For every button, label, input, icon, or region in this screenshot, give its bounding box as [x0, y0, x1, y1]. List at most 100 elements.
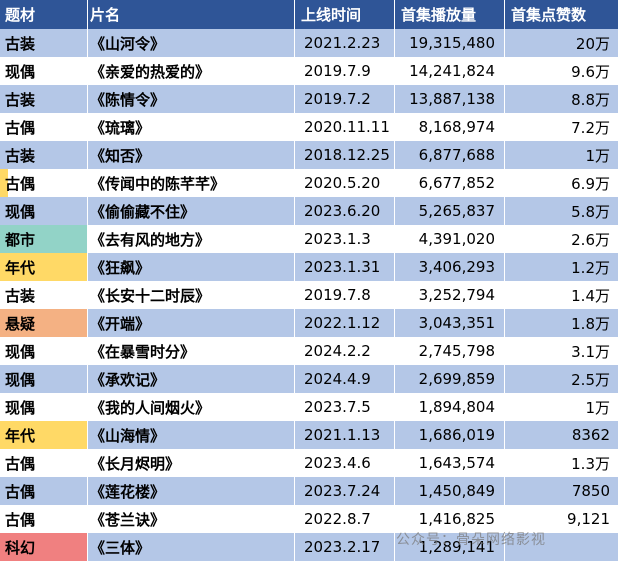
title-cell: 《莲花楼》: [88, 477, 295, 505]
column-header-title: 片名: [88, 0, 295, 29]
column-header-genre: 题材: [0, 0, 88, 29]
likes-cell: 5.8万: [505, 197, 618, 225]
plays-cell: 6,877,688: [395, 141, 505, 169]
title-value: 《偷偷藏不住》: [90, 202, 196, 221]
title-value: 《知否》: [90, 146, 151, 165]
likes-cell: 7850: [505, 477, 618, 505]
plays-cell: 6,677,852: [395, 169, 505, 197]
likes-value: 1万: [585, 398, 610, 417]
genre-cell: 现偶: [0, 365, 88, 393]
table-header-row: 题材 片名 上线时间 首集播放量 首集点赞数: [0, 0, 618, 29]
title-value: 《长安十二时辰》: [90, 286, 211, 305]
title-cell: 《传闻中的陈芊芊》: [88, 169, 295, 197]
table-row: 古装 《山河令》 2021.2.23 19,315,480 20万: [0, 29, 618, 57]
genre-cell: 古偶: [0, 169, 88, 197]
genre-cell: 现偶: [0, 393, 88, 421]
table-row: 古偶 《莲花楼》 2023.7.24 1,450,849 7850: [0, 477, 618, 505]
likes-cell: 1.8万: [505, 309, 618, 337]
genre-value: 古偶: [5, 118, 36, 137]
title-value: 《去有风的地方》: [90, 230, 211, 249]
title-value: 《苍兰诀》: [90, 510, 166, 529]
plays-value: 6,677,852: [418, 174, 495, 192]
plays-cell: 13,887,138: [395, 85, 505, 113]
date-cell: 2020.11.11: [295, 113, 395, 141]
genre-cell: 古偶: [0, 113, 88, 141]
date-value: 2019.7.8: [304, 286, 371, 304]
genre-value: 古装: [5, 146, 36, 165]
title-cell: 《山河令》: [88, 29, 295, 57]
likes-value: 7.2万: [571, 118, 610, 137]
table-row: 古偶 《苍兰诀》 2022.8.7 1,416,825 9,121: [0, 505, 618, 533]
plays-cell: 1,416,825: [395, 505, 505, 533]
genre-cell: 悬疑: [0, 309, 88, 337]
likes-value: 1.3万: [571, 454, 610, 473]
genre-value: 古偶: [5, 482, 36, 501]
column-header-first-episode-likes: 首集点赞数: [505, 0, 618, 29]
plays-value: 1,450,849: [418, 482, 495, 500]
plays-value: 5,265,837: [418, 202, 495, 220]
title-cell: 《开端》: [88, 309, 295, 337]
table-row: 现偶 《在暴雪时分》 2024.2.2 2,745,798 3.1万: [0, 337, 618, 365]
date-value: 2022.8.7: [304, 510, 371, 528]
genre-highlight-stripe: [0, 169, 8, 197]
title-value: 《莲花楼》: [90, 482, 166, 501]
date-value: 2021.2.23: [304, 34, 381, 52]
likes-cell: 8362: [505, 421, 618, 449]
column-header-launch-date-label: 上线时间: [301, 6, 362, 24]
date-cell: 2020.5.20: [295, 169, 395, 197]
genre-cell: 都市: [0, 225, 88, 253]
genre-value: 古偶: [5, 174, 36, 193]
genre-cell: 科幻: [0, 533, 88, 561]
date-value: 2023.1.3: [304, 230, 371, 248]
likes-cell: 2.5万: [505, 365, 618, 393]
genre-cell: 年代: [0, 421, 88, 449]
date-cell: 2024.4.9: [295, 365, 395, 393]
plays-value: 8,168,974: [418, 118, 495, 136]
likes-value: 3.1万: [571, 342, 610, 361]
genre-value: 古装: [5, 34, 36, 53]
date-cell: 2022.8.7: [295, 505, 395, 533]
date-cell: 2023.7.5: [295, 393, 395, 421]
plays-value: 1,686,019: [418, 426, 495, 444]
plays-cell: 19,315,480: [395, 29, 505, 57]
plays-cell: 2,699,859: [395, 365, 505, 393]
title-value: 《山海情》: [90, 426, 166, 445]
likes-value: 2.6万: [571, 230, 610, 249]
plays-cell: 8,168,974: [395, 113, 505, 141]
date-cell: 2023.1.3: [295, 225, 395, 253]
genre-cell: 现偶: [0, 197, 88, 225]
plays-value: 3,252,794: [418, 286, 495, 304]
plays-value: 2,745,798: [418, 342, 495, 360]
plays-cell: 3,406,293: [395, 253, 505, 281]
column-header-genre-label: 题材: [5, 6, 36, 24]
title-cell: 《苍兰诀》: [88, 505, 295, 533]
plays-cell: 1,686,019: [395, 421, 505, 449]
date-value: 2024.2.2: [304, 342, 371, 360]
title-cell: 《我的人间烟火》: [88, 393, 295, 421]
genre-value: 现偶: [5, 342, 36, 361]
column-header-first-episode-likes-label: 首集点赞数: [511, 6, 587, 24]
column-header-title-label: 片名: [90, 6, 121, 24]
date-cell: 2019.7.8: [295, 281, 395, 309]
likes-cell: 7.2万: [505, 113, 618, 141]
table-row: 古偶 《传闻中的陈芊芊》 2020.5.20 6,677,852 6.9万: [0, 169, 618, 197]
genre-cell: 现偶: [0, 337, 88, 365]
date-cell: 2021.1.13: [295, 421, 395, 449]
date-value: 2020.5.20: [304, 174, 381, 192]
plays-value: 1,416,825: [418, 510, 495, 528]
title-cell: 《陈情令》: [88, 85, 295, 113]
likes-cell: 9,121: [505, 505, 618, 533]
date-value: 2019.7.2: [304, 90, 371, 108]
table-row: 古偶 《琉璃》 2020.11.11 8,168,974 7.2万: [0, 113, 618, 141]
genre-value: 科幻: [5, 538, 36, 557]
plays-value: 13,887,138: [409, 90, 495, 108]
column-header-launch-date: 上线时间: [295, 0, 395, 29]
title-value: 《在暴雪时分》: [90, 342, 196, 361]
genre-value: 现偶: [5, 398, 36, 417]
plays-value: 3,406,293: [418, 258, 495, 276]
date-value: 2019.7.9: [304, 62, 371, 80]
table-row: 科幻 《三体》 2023.2.17 1,289,141: [0, 533, 618, 561]
table-body: 古装 《山河令》 2021.2.23 19,315,480 20万 现偶 《亲爱的热爱的》 2…: [0, 29, 618, 561]
genre-value: 古装: [5, 286, 36, 305]
